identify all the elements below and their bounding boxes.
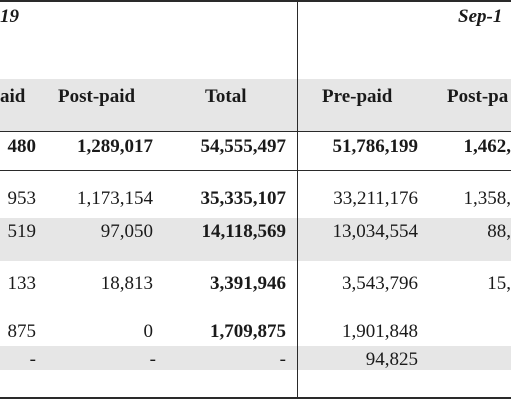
- period-divider: [297, 0, 298, 399]
- row-band-2: [0, 218, 511, 261]
- table-cell: 14,118,569: [201, 221, 286, 242]
- table-cell: -: [29, 349, 36, 370]
- col-header-prepaid-left: aid: [0, 86, 26, 107]
- table-cell: 13,034,554: [332, 221, 419, 242]
- row-band-4: [0, 346, 511, 370]
- table-cell: 519: [7, 221, 37, 242]
- col-header-postpaid-left: Post-paid: [58, 86, 136, 107]
- table-cell: 51,786,199: [332, 136, 419, 157]
- bottom-rule: [0, 397, 511, 399]
- col-header-prepaid-right: Pre-paid: [322, 86, 393, 107]
- table-cell: -: [149, 349, 156, 370]
- table-cell: 875: [7, 321, 37, 342]
- table-cell: 953: [7, 188, 37, 209]
- table-cell: 133: [7, 273, 37, 294]
- table-cell: 54,555,497: [200, 136, 287, 157]
- table-cell: 33,211,176: [333, 188, 418, 209]
- table-cell: 88,: [487, 221, 511, 242]
- table-cell: 35,335,107: [200, 188, 287, 209]
- table-cell: 1,901,848: [342, 321, 418, 342]
- table-cell: -: [279, 349, 286, 370]
- table-cell: 1,173,154: [77, 188, 153, 209]
- table-cell: 0: [143, 321, 154, 342]
- period-label-right: Sep-1: [458, 6, 503, 27]
- table-cell: 15,: [487, 273, 511, 294]
- table-cell: 3,391,946: [210, 273, 286, 294]
- table-cell: 1,462,: [463, 136, 511, 157]
- header-bottom-rule: [0, 131, 511, 132]
- period-label-left: 19: [0, 6, 19, 27]
- top-rule: [0, 0, 511, 2]
- table-cell: 3,543,796: [342, 273, 418, 294]
- table-cell: 94,825: [365, 349, 418, 370]
- table-cell: 480: [7, 136, 37, 157]
- table-cell: 1,289,017: [77, 136, 153, 157]
- col-header-total: Total: [205, 86, 247, 107]
- table-cell: 1,709,875: [210, 321, 286, 342]
- table-cell: 1,358,: [463, 188, 511, 209]
- col-header-postpaid-right: Post-pa: [447, 86, 509, 107]
- table-cell: 97,050: [100, 221, 153, 242]
- header-band: [0, 79, 511, 132]
- table-cell: 18,813: [100, 273, 153, 294]
- total-row-rule: [0, 170, 511, 171]
